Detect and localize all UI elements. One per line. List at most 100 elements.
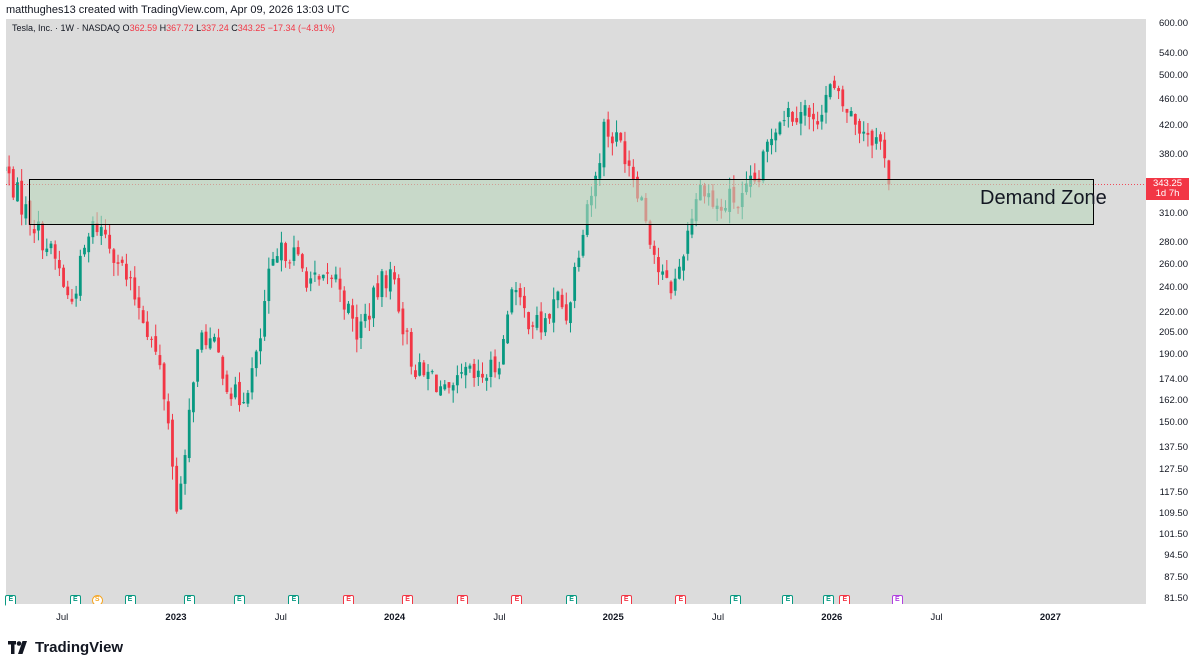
candle-body[interactable] [824,94,828,113]
candle-body[interactable] [11,169,15,198]
candle-body[interactable] [233,384,237,398]
candle-body[interactable] [246,392,250,404]
candle-body[interactable] [409,332,413,367]
candle-body[interactable] [393,272,396,280]
candle-body[interactable] [552,299,556,323]
candle-body[interactable] [799,112,803,124]
candle-body[interactable] [158,355,162,366]
candle-body[interactable] [355,317,359,340]
candle-body[interactable] [866,132,870,135]
candle-body[interactable] [175,465,179,512]
candle-body[interactable] [677,266,681,279]
candle-body[interactable] [384,275,388,289]
candle-body[interactable] [786,108,790,118]
candle-body[interactable] [778,122,782,135]
candle-body[interactable] [70,298,74,302]
candle-body[interactable] [468,365,472,369]
candle-body[interactable] [388,269,392,292]
candle-body[interactable] [610,136,614,144]
candle-body[interactable] [874,137,878,144]
candle-body[interactable] [263,301,267,337]
candle-body[interactable] [401,308,405,335]
candle-body[interactable] [259,338,262,352]
candle-body[interactable] [250,368,254,393]
candle-body[interactable] [296,247,300,255]
candle-body[interactable] [858,120,861,134]
candle-body[interactable] [765,141,769,152]
candle-body[interactable] [212,336,216,342]
candle-body[interactable] [573,266,577,301]
candle-body[interactable] [347,303,350,313]
candle-body[interactable] [242,402,246,404]
candle-body[interactable] [451,385,455,391]
candle-body[interactable] [95,222,99,233]
candle-body[interactable] [254,351,258,369]
candle-body[interactable] [414,370,417,378]
candle-body[interactable] [7,166,11,174]
candle-body[interactable] [606,119,610,137]
candle-body[interactable] [807,107,811,117]
candle-body[interactable] [522,295,526,309]
candle-body[interactable] [49,243,53,249]
candle-body[interactable] [623,141,627,165]
candle-body[interactable] [418,362,422,376]
candle-body[interactable] [83,247,86,255]
candle-body[interactable] [657,257,660,273]
candle-body[interactable] [162,363,166,400]
candle-body[interactable] [229,393,233,400]
candle-body[interactable] [238,381,241,406]
candle-body[interactable] [66,286,70,296]
candle-body[interactable] [602,121,606,168]
candle-body[interactable] [41,222,45,251]
candle-body[interactable] [208,338,212,349]
candle-body[interactable] [669,281,673,294]
candle-body[interactable] [535,314,539,328]
candle-body[interactable] [141,310,145,323]
candle-body[interactable] [577,257,581,268]
candle-body[interactable] [879,134,882,142]
candle-body[interactable] [313,272,317,275]
candle-body[interactable] [435,374,438,393]
candle-body[interactable] [330,277,334,279]
candle-body[interactable] [376,283,380,298]
candle-body[interactable] [292,247,296,261]
candle-body[interactable] [108,234,112,249]
candle-body[interactable] [91,221,95,238]
candle-body[interactable] [531,325,535,327]
candle-body[interactable] [539,311,543,333]
candle-body[interactable] [556,291,560,301]
candle-body[interactable] [120,259,124,263]
candle-body[interactable] [820,114,824,122]
candle-body[interactable] [112,249,116,263]
candle-body[interactable] [690,218,694,235]
candle-body[interactable] [476,370,480,378]
candle-body[interactable] [217,337,220,353]
candle-body[interactable] [527,312,530,330]
candle-body[interactable] [489,359,493,377]
candle-body[interactable] [221,356,225,379]
candle-body[interactable] [204,331,208,346]
candle-body[interactable] [124,263,128,280]
candle-body[interactable] [20,180,24,215]
candle-body[interactable] [753,172,757,182]
candle-body[interactable] [367,315,371,320]
candle-body[interactable] [615,132,618,142]
candle-body[interactable] [661,271,665,275]
candle-body[interactable] [78,255,82,296]
candle-body[interactable] [166,401,170,424]
candle-body[interactable] [426,371,430,379]
candle-body[interactable] [192,382,195,413]
candle-body[interactable] [288,262,292,264]
candle-body[interactable] [682,256,685,271]
candle-body[interactable] [53,244,57,259]
candle-body[interactable] [309,278,313,284]
candle-body[interactable] [883,139,887,159]
candle-body[interactable] [803,105,807,116]
candle-body[interactable] [338,278,342,290]
candle-body[interactable] [225,374,229,393]
candle-body[interactable] [506,314,510,344]
candle-body[interactable] [321,274,325,279]
candle-body[interactable] [45,248,49,253]
candle-body[interactable] [154,336,158,352]
